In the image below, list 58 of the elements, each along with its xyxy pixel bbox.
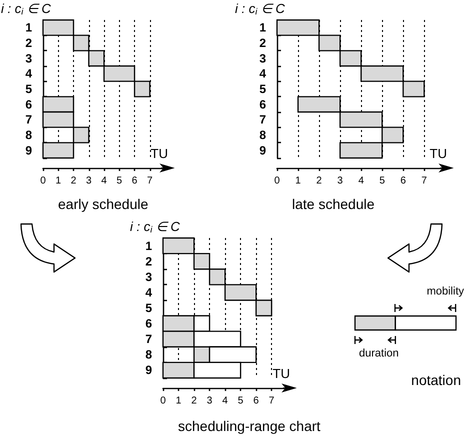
- x-tick-label: 7: [268, 396, 275, 406]
- x-tick-label: 1: [295, 176, 302, 186]
- x-axis-title: TU: [272, 366, 290, 381]
- x-tick-label: 2: [70, 176, 77, 186]
- x-tick-label: 4: [358, 176, 364, 186]
- y-tick-label: 9: [145, 363, 152, 378]
- y-tick-label: 2: [145, 254, 152, 268]
- y-tick-label: 4: [259, 66, 266, 81]
- y-tick-label: 4: [25, 66, 32, 81]
- y-tick-label: 8: [259, 128, 266, 142]
- x-tick-label: 5: [238, 396, 244, 406]
- x-tick-label: 4: [101, 176, 108, 186]
- text: scheduling-range chart: [178, 418, 321, 434]
- y-tick-label: 5: [145, 301, 152, 315]
- y-tick-label: 6: [25, 97, 32, 112]
- y-tick-label: 6: [145, 316, 152, 331]
- y-tick-label: 1: [25, 20, 32, 35]
- y-tick-label: 7: [145, 332, 152, 346]
- x-tick-label: 2: [316, 176, 322, 186]
- y-tick-label: 8: [25, 128, 32, 142]
- y-tick-label: 1: [259, 20, 266, 35]
- x-tick-label: 1: [55, 176, 62, 186]
- y-tick-label: 2: [25, 36, 32, 50]
- y-tick-label: 2: [259, 36, 266, 50]
- y-tick-label: 3: [145, 270, 152, 284]
- x-tick-label: 6: [400, 176, 406, 186]
- y-tick-label: 5: [25, 82, 32, 96]
- y-tick-label: 1: [145, 238, 152, 253]
- y-tick-label: 7: [259, 112, 266, 127]
- x-tick-label: 2: [191, 396, 198, 406]
- text: notation: [411, 372, 461, 388]
- text: late schedule: [292, 196, 375, 212]
- x-tick-label: 5: [379, 176, 386, 186]
- y-tick-label: 4: [145, 285, 152, 300]
- x-tick-label: 0: [160, 396, 166, 406]
- y-tick-label: 6: [259, 97, 266, 112]
- x-axis-title: TU: [430, 146, 447, 161]
- y-tick-label: 5: [259, 82, 266, 96]
- text: mobility: [426, 286, 464, 298]
- x-tick-label: 5: [116, 176, 122, 186]
- x-tick-label: 0: [274, 176, 280, 186]
- x-tick-label: 3: [337, 176, 344, 186]
- y-tick-label: 9: [25, 143, 32, 158]
- x-tick-label: 7: [421, 176, 428, 186]
- x-tick-label: 1: [176, 396, 182, 406]
- text: early schedule: [58, 196, 148, 212]
- x-tick-label: 3: [86, 176, 92, 186]
- x-tick-label: 4: [222, 396, 228, 406]
- y-tick-label: 7: [25, 112, 32, 127]
- x-tick-label: 3: [206, 396, 213, 406]
- text: duration: [359, 348, 399, 360]
- y-tick-label: 3: [259, 51, 266, 66]
- y-tick-label: 3: [25, 51, 32, 66]
- x-tick-label: 0: [40, 176, 46, 186]
- y-tick-label: 8: [145, 348, 152, 362]
- x-axis-title: TU: [150, 146, 168, 161]
- y-tick-label: 9: [259, 143, 266, 158]
- x-tick-label: 6: [132, 176, 138, 186]
